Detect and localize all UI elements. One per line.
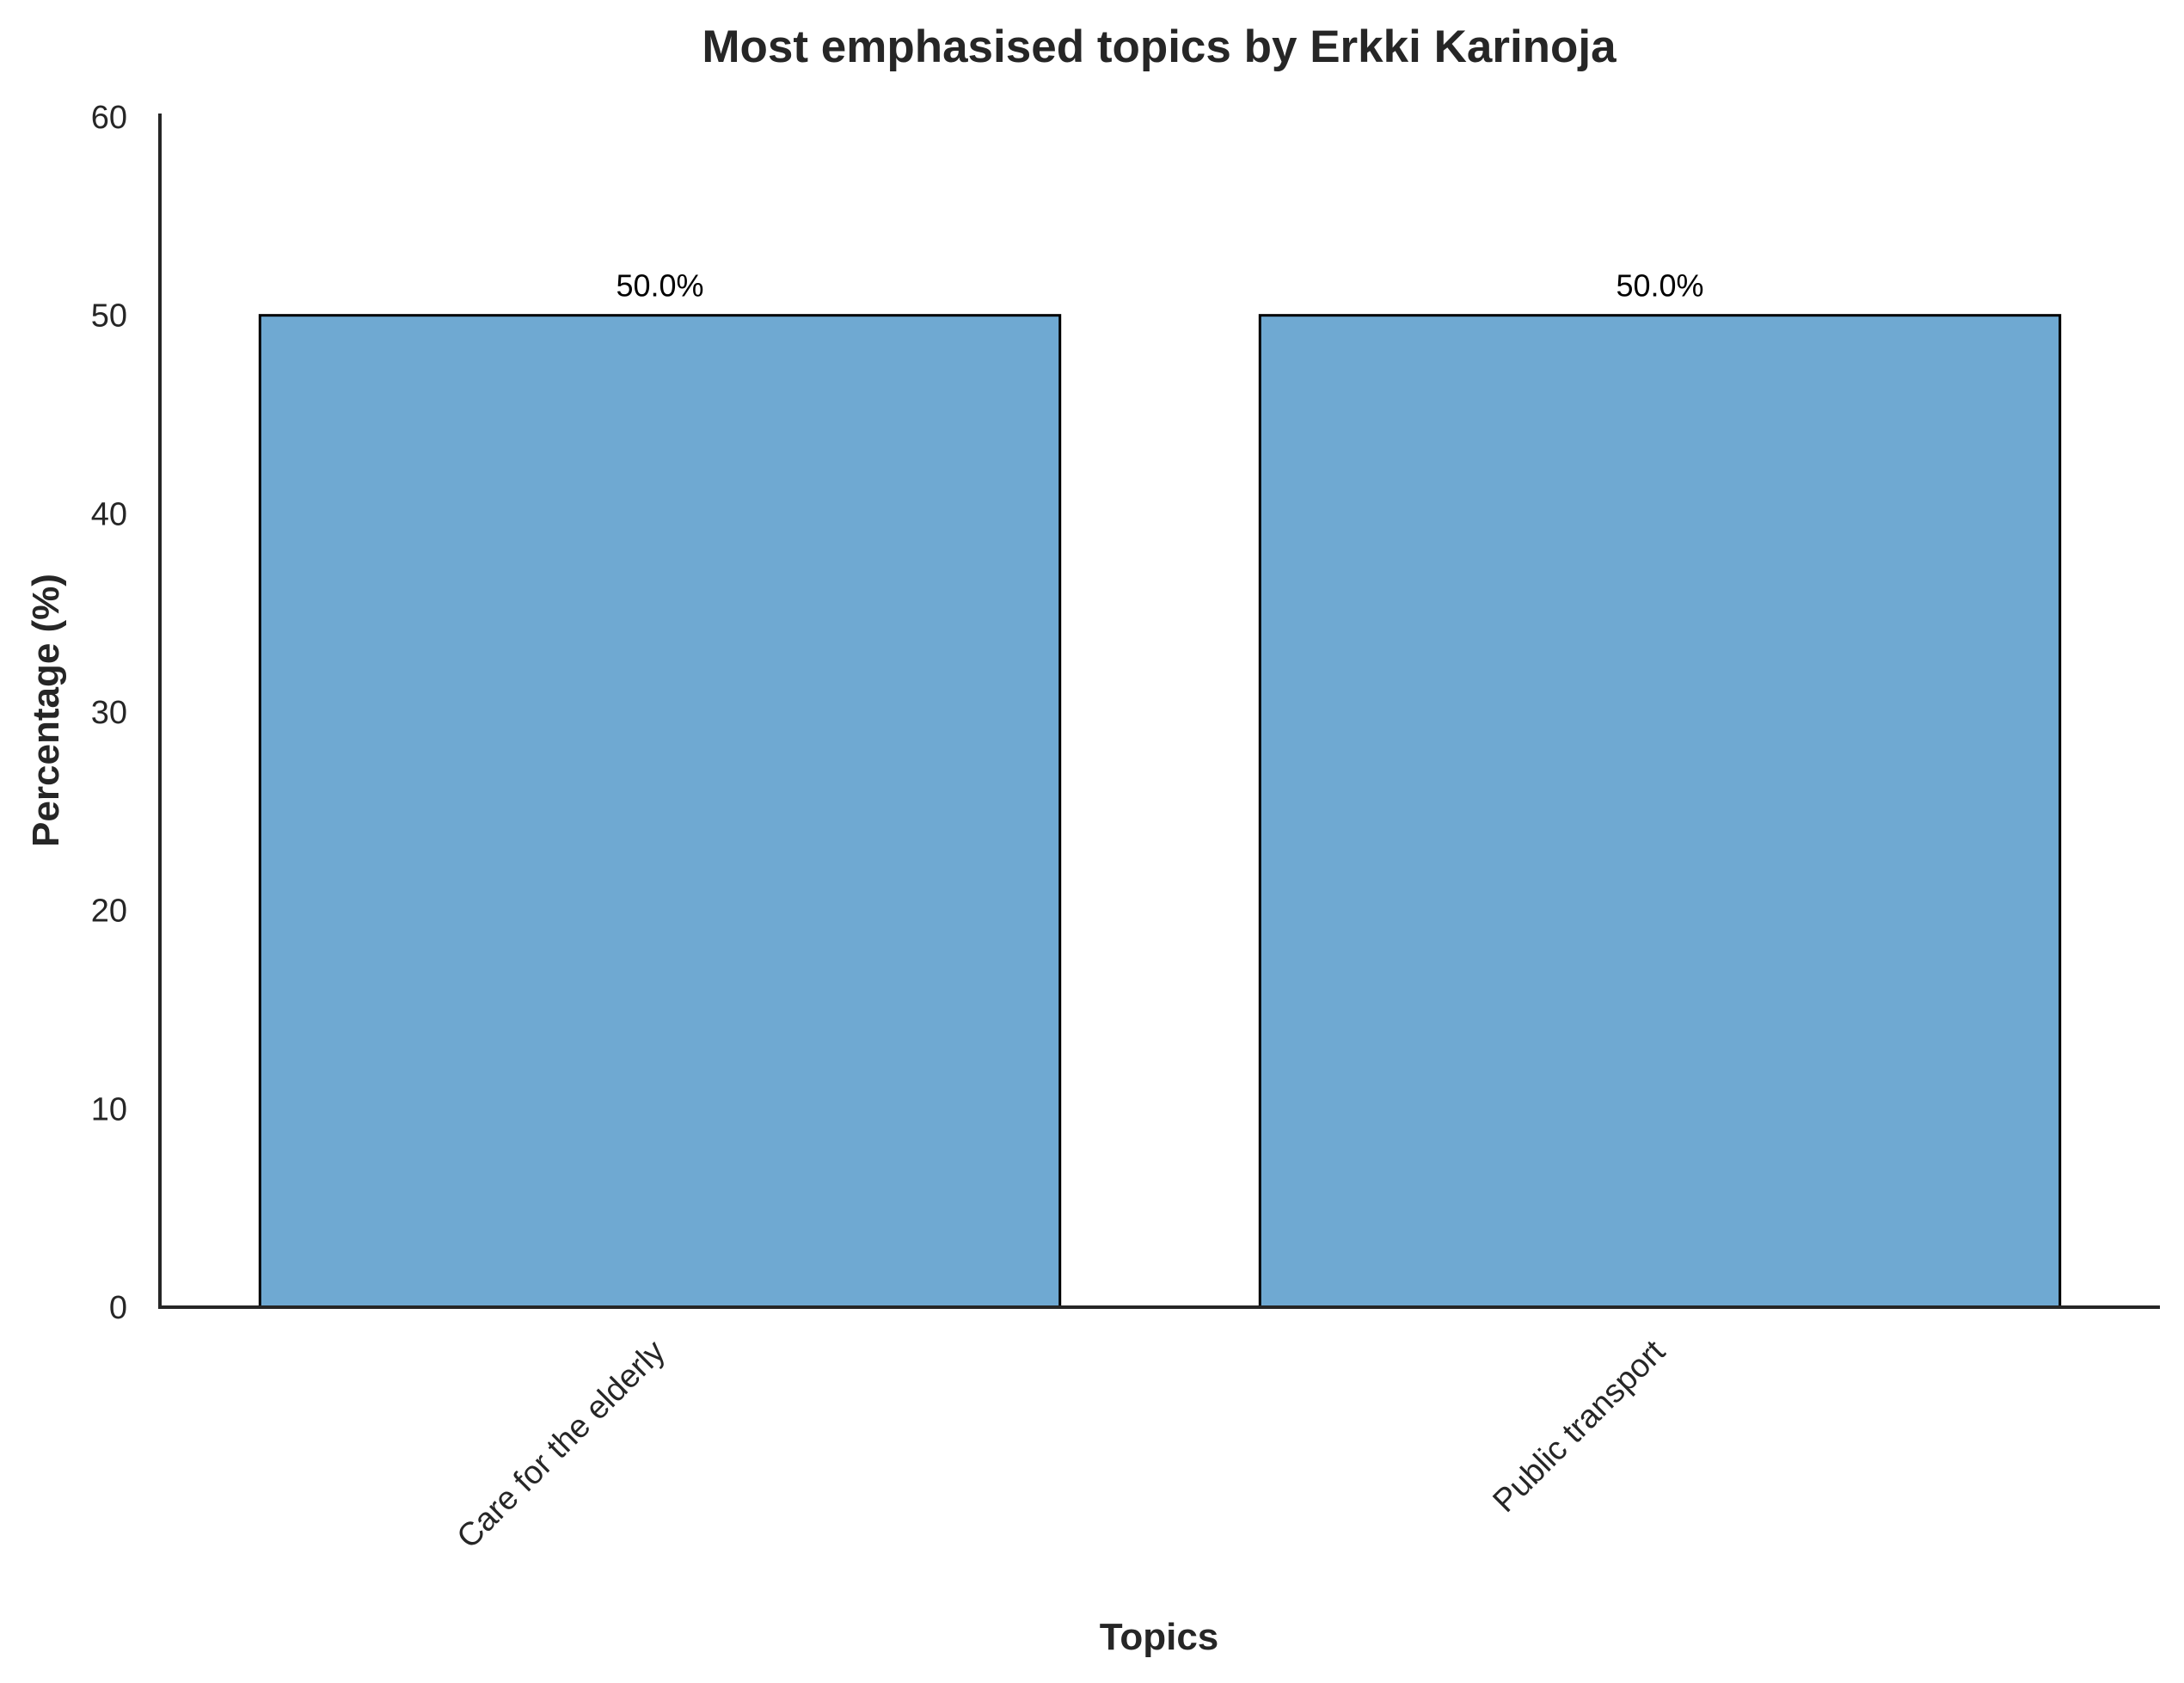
y-tick-label: 50 [91,298,127,335]
y-tick-label: 30 [91,695,127,731]
bar-value-label: 50.0% [1616,268,1703,304]
bar-value-label: 50.0% [616,268,703,304]
x-axis-label: Topics [1100,1616,1219,1658]
y-axis-label: Percentage (%) [25,574,67,847]
y-tick-label: 40 [91,496,127,532]
y-tick-label: 10 [91,1091,127,1127]
y-tick-label: 0 [109,1290,127,1326]
y-tick-label: 20 [91,894,127,930]
x-tick-label: Care for the elderly [451,1334,672,1556]
bars [258,314,2062,1309]
chart-title: Most emphasised topics by Erkki Karinoja [702,21,1617,72]
x-tick-label: Public transport [1486,1333,1672,1520]
x-axis-ticks: Care for the elderly Public transport [451,1333,1673,1556]
bar-value-labels: 50.0% 50.0% [616,268,1703,304]
y-axis-ticks: 0 10 20 30 40 50 60 [91,100,127,1326]
bar [258,314,1062,1309]
bar [1258,314,2062,1309]
y-tick-label: 60 [91,100,127,136]
